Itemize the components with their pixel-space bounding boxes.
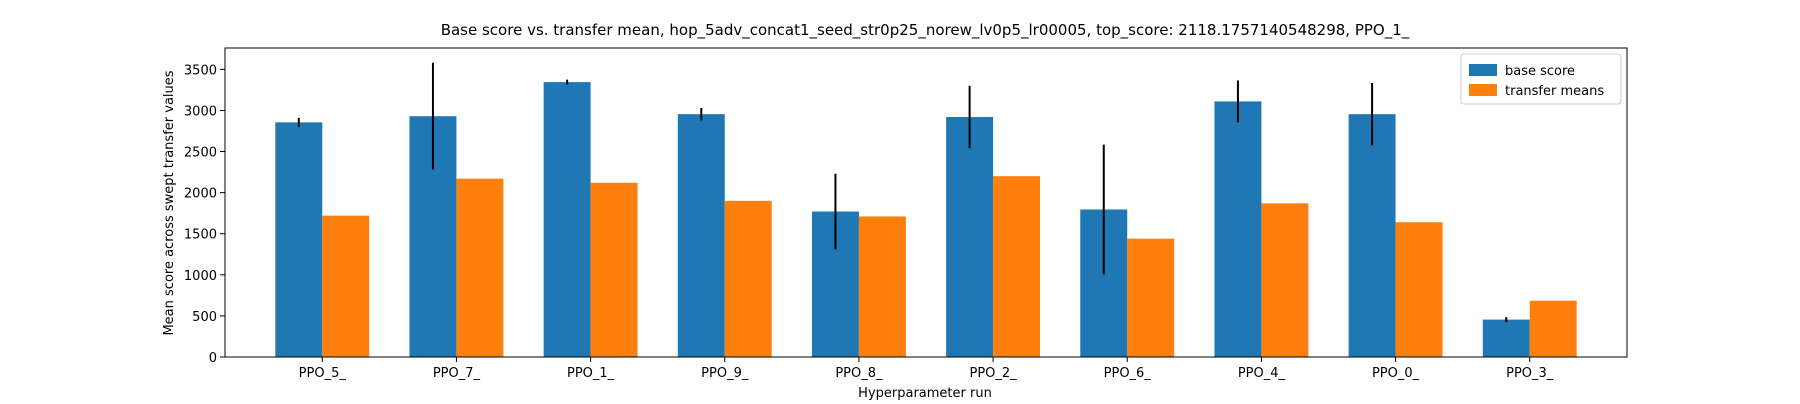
legend-swatch-transfer-means <box>1469 84 1497 96</box>
bar-base-score-PPO_1_ <box>543 82 591 358</box>
y-axis-label: Mean score across swept transfer values <box>162 70 177 335</box>
y-tick-label-3000: 3000 <box>184 104 217 119</box>
y-tick-label-2000: 2000 <box>184 187 217 202</box>
x-tick-label-PPO_0_: PPO_0_ <box>1372 366 1420 381</box>
x-axis-label: Hyperparameter run <box>858 386 992 400</box>
plot-frame <box>224 47 1628 358</box>
bar-transfer-means-PPO_2_ <box>993 176 1041 357</box>
bar-base-score-PPO_2_ <box>946 117 994 357</box>
x-tick-label-PPO_1_: PPO_1_ <box>567 366 615 381</box>
x-tick-label-PPO_7_: PPO_7_ <box>433 366 481 381</box>
bar-base-score-PPO_5_ <box>275 122 323 357</box>
bar-base-score-PPO_0_ <box>1348 114 1396 358</box>
y-tick-label-2500: 2500 <box>184 146 217 161</box>
bar-transfer-means-PPO_4_ <box>1261 203 1309 357</box>
x-tick-label-PPO_8_: PPO_8_ <box>835 366 883 381</box>
chart-title: Base score vs. transfer mean, hop_5adv_c… <box>441 21 1410 40</box>
y-tick-label-500: 500 <box>192 310 217 325</box>
x-tick-label-PPO_3_: PPO_3_ <box>1506 366 1554 381</box>
bar-transfer-means-PPO_8_ <box>858 216 906 357</box>
legend-swatch-base-score <box>1469 64 1497 76</box>
y-tick-label-0: 0 <box>209 351 217 366</box>
x-tick-label-PPO_2_: PPO_2_ <box>969 366 1017 381</box>
bar-transfer-means-PPO_0_ <box>1395 222 1443 357</box>
bar-transfer-means-PPO_3_ <box>1529 300 1577 357</box>
bar-transfer-means-PPO_9_ <box>724 200 772 357</box>
plot-area: 0 500 1000 1500 2000 2500 3000 3500 PPO_5_ PPO_7_… <box>184 47 1628 381</box>
bar-transfer-means-PPO_5_ <box>322 215 370 357</box>
bar-transfer-means-PPO_1_ <box>590 182 638 357</box>
legend-box <box>1460 53 1622 105</box>
bar-transfer-means-PPO_6_ <box>1127 238 1175 357</box>
x-tick-label-PPO_6_: PPO_6_ <box>1104 366 1152 381</box>
x-tick-label-PPO_9_: PPO_9_ <box>701 366 749 381</box>
y-tick-label-3500: 3500 <box>184 63 217 78</box>
bar-base-score-PPO_4_ <box>1214 101 1262 357</box>
legend-label-base-score: base score <box>1505 64 1575 79</box>
y-tick-label-1000: 1000 <box>184 269 217 284</box>
legend-label-transfer-means: transfer means <box>1505 84 1604 99</box>
bar-transfer-means-PPO_7_ <box>456 178 504 357</box>
bar-base-score-PPO_3_ <box>1482 319 1530 357</box>
y-tick-label-1500: 1500 <box>184 228 217 243</box>
legend: base score transfer means <box>1460 53 1622 105</box>
bar-base-score-PPO_9_ <box>677 114 725 358</box>
x-tick-label-PPO_5_: PPO_5_ <box>299 366 347 381</box>
x-tick-label-PPO_4_: PPO_4_ <box>1238 366 1286 381</box>
